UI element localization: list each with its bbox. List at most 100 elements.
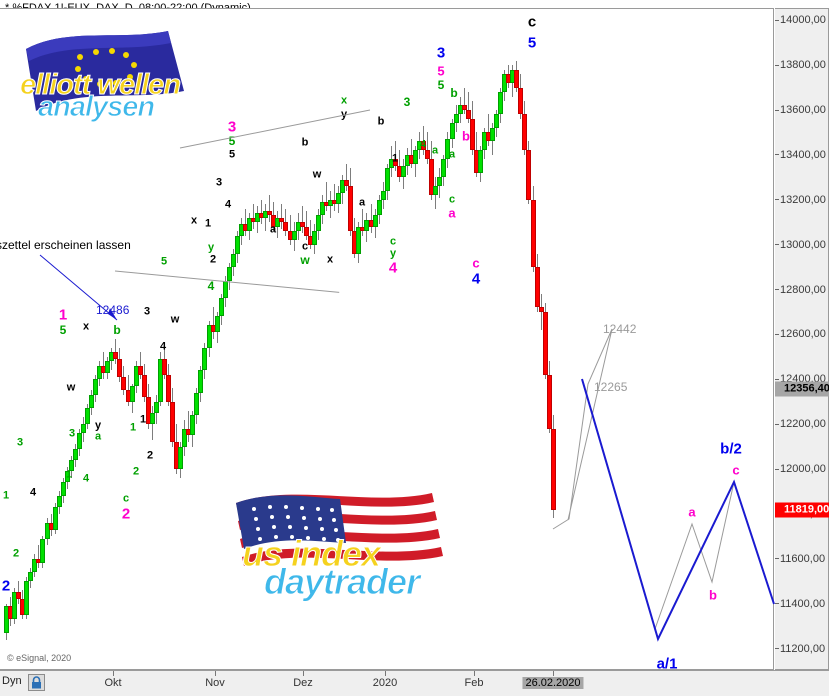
candle-body	[166, 374, 171, 402]
wave-label: x	[190, 214, 198, 227]
candle-body	[469, 118, 475, 151]
wave-label: 5	[59, 323, 67, 337]
candle-body	[538, 307, 544, 312]
candle-wick	[411, 139, 412, 169]
price-tick: 12000,00	[775, 463, 826, 475]
candle-body	[16, 592, 22, 600]
wave-label: c	[472, 255, 480, 271]
price-tick: 13400,00	[775, 149, 826, 161]
wave-label: 4	[388, 259, 398, 277]
logo-line-1: us index	[241, 533, 381, 575]
candle-body	[89, 394, 95, 409]
candle-body	[514, 69, 520, 88]
candle-body	[299, 222, 305, 227]
price-tick: 11200,00	[775, 643, 825, 655]
selected-date-label: 26.02.2020	[522, 677, 584, 689]
candle-body	[477, 150, 483, 173]
dyn-label: Dyn	[2, 675, 22, 687]
candle-wick	[309, 219, 311, 250]
logo-line-2: analysen	[37, 91, 155, 124]
wave-label: b	[709, 587, 717, 603]
candle-body	[457, 105, 463, 115]
candle-body	[28, 572, 34, 582]
candle-body	[494, 114, 500, 128]
candle-wick	[370, 204, 372, 234]
candle-body	[413, 150, 419, 164]
wave-label: a	[431, 144, 439, 157]
time-tick	[474, 671, 475, 676]
wave-label: 4	[419, 138, 427, 151]
candle-body	[340, 179, 346, 193]
wave-label: a	[448, 148, 456, 161]
wave-label: c	[448, 193, 456, 206]
candle-body	[97, 365, 103, 380]
candle-body	[453, 114, 459, 124]
candle-body	[319, 201, 325, 216]
wave-label: 1	[204, 217, 212, 230]
candle-wick	[487, 114, 489, 146]
wave-label: 3	[403, 95, 411, 109]
candle-body	[392, 159, 398, 167]
candle-body	[275, 217, 281, 227]
lock-icon[interactable]	[28, 674, 45, 691]
candle-body	[198, 370, 204, 393]
wave-label: 5	[228, 148, 236, 161]
candle-body	[247, 217, 252, 232]
eu-flag	[26, 31, 184, 111]
wave-label: 2	[121, 505, 131, 523]
wave-label: 5	[160, 255, 168, 268]
candle-body	[32, 558, 38, 573]
candle-body	[12, 592, 18, 620]
candle-body	[526, 150, 532, 200]
candle-body	[380, 190, 386, 200]
wave-label: y	[207, 241, 215, 254]
candle-body	[279, 217, 285, 223]
candle-wick	[346, 163, 348, 191]
candle-wick	[212, 307, 214, 339]
candle-body	[145, 397, 151, 425]
candle-body	[182, 428, 188, 447]
candle-body	[190, 415, 196, 436]
projection-target-1: 12442	[603, 322, 637, 336]
candle-body	[105, 361, 111, 373]
last-price-marker: 11819,00	[775, 502, 829, 518]
candle-body	[344, 179, 350, 187]
candle-body	[24, 581, 30, 615]
candle-body	[194, 392, 200, 416]
wave-label: c	[527, 13, 537, 31]
candle-body	[202, 347, 208, 371]
us-index-daytrader-logo: us index daytrader	[222, 479, 502, 603]
time-axis[interactable]: Dyn Okt Nov Dez 2020 Feb 26.02.2020	[0, 670, 829, 696]
candle-body	[161, 359, 167, 375]
logo-line-2: daytrader	[263, 561, 420, 603]
wave-label: c	[301, 240, 309, 253]
candle-body	[348, 186, 354, 232]
wave-label: a	[688, 504, 696, 520]
price-tick: 14000,00	[775, 14, 826, 26]
candle-body	[481, 132, 487, 151]
wave-label: 4	[207, 279, 215, 293]
candle-body	[60, 482, 66, 496]
price-tick: 11400,00	[775, 598, 825, 610]
wave-label: 1	[2, 489, 10, 502]
price-axis[interactable]: 14000,00 13800,00 13600,00 13400,00 13200,00…	[775, 8, 829, 670]
candle-body	[56, 495, 62, 508]
candle-body	[44, 522, 50, 539]
candle-body	[52, 507, 58, 530]
copyright-text: © eSignal, 2020	[7, 653, 72, 663]
time-axis-label: Okt	[104, 677, 122, 689]
wave-label: 2	[12, 547, 20, 560]
candle-body	[170, 401, 176, 443]
candle-body	[117, 359, 123, 377]
candle-body	[214, 316, 220, 333]
wave-label: a	[94, 430, 102, 443]
wave-label: 1	[58, 306, 68, 324]
candle-body	[80, 424, 86, 434]
wave-label: c	[389, 235, 397, 248]
candle-body	[530, 199, 536, 268]
wave-label: 5	[437, 78, 445, 92]
candle-body	[421, 141, 427, 151]
wave-label: w	[300, 253, 310, 267]
